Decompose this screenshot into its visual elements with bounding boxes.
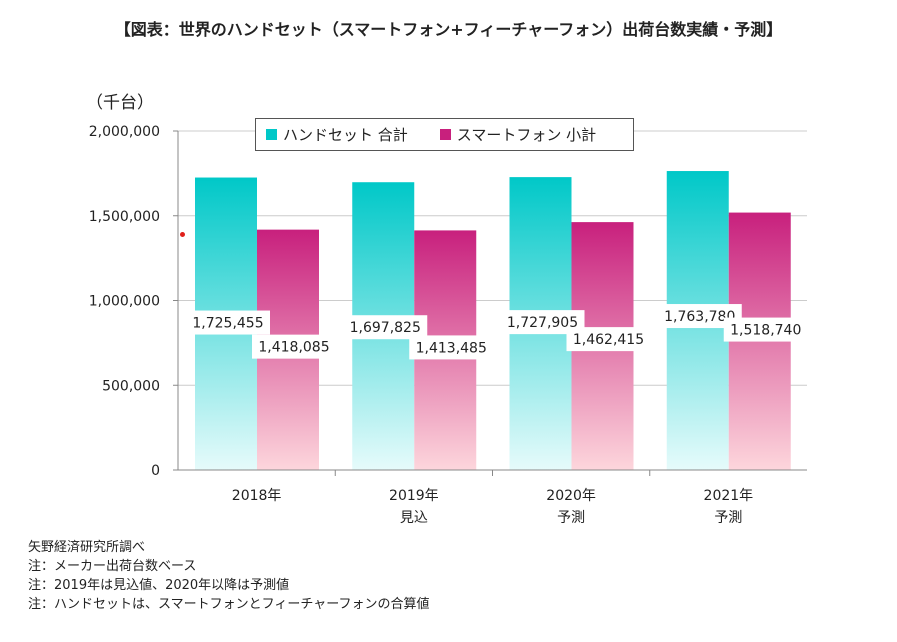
x-tick-label: 2018年 (232, 488, 282, 504)
note-line: 注：2019年は見込値、2020年以降は予測値 (28, 578, 290, 593)
red-dot-marker (180, 232, 185, 237)
data-label-background (343, 315, 428, 340)
x-tick-label: 見込 (400, 510, 428, 526)
data-labels: 1,725,455 1,418,085 1,697,825 1,413,485 1,72… (186, 304, 808, 360)
data-label-background (723, 317, 808, 342)
y-tick-label: 0 (151, 463, 160, 479)
note-line: 注：ハンドセットは、スマートフォンとフィーチャーフォンの合算値 (28, 597, 430, 612)
legend-swatch-handset (266, 129, 277, 140)
data-label-handset: 1,727,905 (507, 315, 578, 331)
note-line: 矢野経済研究所調べ (28, 540, 146, 555)
legend-item-smartphone: スマートフォン 小計 (439, 124, 597, 145)
x-tick-label: 予測 (557, 510, 585, 526)
x-tick-label: 2020年 (546, 488, 596, 504)
legend-swatch-smartphone (439, 129, 451, 140)
chart-title: 【図表：世界のハンドセット（スマートフォン+フィーチャーフォン）出荷台数実績・予… (114, 20, 783, 39)
data-label-handset: 1,725,455 (192, 316, 263, 332)
legend: ハンドセット 合計 スマートフォン 小計 (255, 118, 634, 151)
data-label-background (186, 310, 270, 335)
y-tick-label: 1,500,000 (89, 209, 160, 225)
axes: 0 500,000 1,000,000 1,500,000 2,000,000 2018年… (89, 124, 807, 526)
data-label-background (252, 334, 336, 359)
data-label-smartphone: 1,418,085 (258, 340, 329, 356)
y-tick-label: 500,000 (102, 378, 160, 394)
x-tick-label: 予測 (714, 510, 742, 526)
data-label-smartphone: 1,413,485 (416, 340, 487, 356)
legend-label-smartphone: スマートフォン 小計 (456, 126, 597, 144)
x-tick-label: 2021年 (704, 488, 754, 504)
data-label-background (409, 335, 494, 360)
data-label-background (566, 327, 651, 352)
source-notes: 矢野経済研究所調べ 注：メーカー出荷台数ベース 注：2019年は見込値、2020… (28, 538, 429, 614)
data-label-smartphone: 1,518,740 (730, 323, 801, 339)
y-tick-label: 2,000,000 (89, 124, 160, 140)
legend-item-handset: ハンドセット 合計 (266, 124, 408, 145)
y-tick-label: 1,000,000 (89, 294, 160, 310)
data-label-handset: 1,697,825 (350, 320, 421, 336)
x-tick-label: 2019年 (389, 488, 439, 504)
data-label-handset: 1,763,780 (664, 309, 735, 325)
note-line: 注：メーカー出荷台数ベース (28, 559, 197, 574)
legend-label-handset: ハンドセット 合計 (283, 126, 408, 144)
y-axis-unit: （千台） (86, 93, 154, 113)
data-label-smartphone: 1,462,415 (573, 332, 644, 348)
